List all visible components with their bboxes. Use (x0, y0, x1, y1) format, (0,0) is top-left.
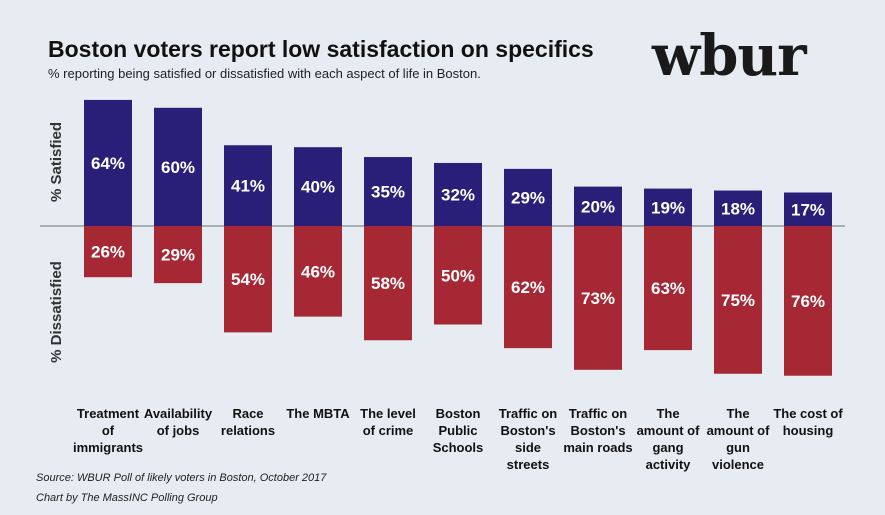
category-label: Boston Public Schools (433, 406, 484, 455)
bar-dissatisfied (714, 226, 762, 374)
bar-satisfied (224, 145, 272, 226)
category-label: The cost of housing (773, 406, 843, 438)
chart-title: Boston voters report low satisfaction on… (48, 36, 594, 62)
bar-dissatisfied (784, 226, 832, 376)
bar-satisfied-value: 18% (721, 199, 755, 218)
bar-dissatisfied-value: 62% (511, 278, 545, 297)
bar-dissatisfied-value: 54% (231, 270, 265, 289)
bar-dissatisfied-value: 75% (721, 291, 755, 310)
bar-satisfied-value: 35% (371, 183, 405, 202)
category-label: Traffic on Boston's main roads (563, 406, 632, 455)
bar-satisfied-value: 32% (441, 185, 475, 204)
bar-satisfied-value: 17% (791, 200, 825, 219)
category-label: The amount of gun violence (707, 406, 770, 472)
bar-dissatisfied-value: 26% (91, 243, 125, 262)
bar-dissatisfied-value: 76% (791, 292, 825, 311)
satisfied-axis-title: % Satisfied (48, 122, 65, 202)
bar-dissatisfied (224, 226, 272, 333)
bar-dissatisfied (434, 226, 482, 325)
credit-note: Chart by The MassINC Polling Group (36, 492, 218, 504)
bar-satisfied-value: 20% (581, 197, 615, 216)
bar-satisfied (784, 192, 832, 226)
category-label: The MBTA (286, 406, 350, 421)
bar-dissatisfied-value: 73% (581, 289, 615, 308)
category-label: Traffic on Boston's side streets (499, 406, 558, 472)
bar-satisfied-value: 40% (301, 178, 335, 197)
category-label: The level of crime (360, 406, 416, 438)
bar-dissatisfied-value: 46% (301, 262, 335, 281)
bar-dissatisfied-value: 58% (371, 274, 405, 293)
bar-satisfied (434, 162, 482, 226)
bar-satisfied (714, 190, 762, 226)
bar-dissatisfied (84, 226, 132, 278)
chart-subtitle: % reporting being satisfied or dissatisf… (48, 66, 481, 81)
category-label: Availability of jobs (144, 406, 213, 438)
category-label: Race relations (221, 406, 275, 438)
source-note: Source: WBUR Poll of likely voters in Bo… (36, 472, 327, 484)
bar-dissatisfied (574, 226, 622, 370)
bar-dissatisfied (504, 226, 552, 349)
bar-satisfied (574, 186, 622, 226)
bar-satisfied (504, 168, 552, 226)
bar-dissatisfied-value: 29% (161, 246, 195, 265)
bar-satisfied-value: 19% (651, 198, 685, 217)
bar-dissatisfied-value: 50% (441, 266, 475, 285)
bar-dissatisfied (154, 226, 202, 284)
bar-dissatisfied (644, 226, 692, 351)
bar-satisfied-value: 64% (91, 154, 125, 173)
bar-satisfied (84, 99, 132, 226)
bar-dissatisfied (364, 226, 412, 341)
bar-dissatisfied-value: 63% (651, 279, 685, 298)
bar-satisfied (154, 107, 202, 226)
bar-satisfied (294, 147, 342, 226)
dissatisfied-axis-title: % Dissatisfied (48, 261, 65, 363)
category-label: The amount of gang activity (637, 406, 700, 472)
bar-satisfied (364, 157, 412, 226)
bar-satisfied-value: 41% (231, 177, 265, 196)
bar-dissatisfied (294, 226, 342, 317)
category-label: Treatment of immigrants (73, 406, 143, 455)
bar-satisfied (644, 188, 692, 226)
bar-satisfied-value: 60% (161, 158, 195, 177)
wbur-logo: wbur (652, 23, 807, 89)
bar-satisfied-value: 29% (511, 188, 545, 207)
